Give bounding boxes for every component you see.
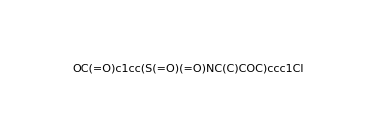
Text: OC(=O)c1cc(S(=O)(=O)NC(C)COC)ccc1Cl: OC(=O)c1cc(S(=O)(=O)NC(C)COC)ccc1Cl	[72, 64, 304, 74]
